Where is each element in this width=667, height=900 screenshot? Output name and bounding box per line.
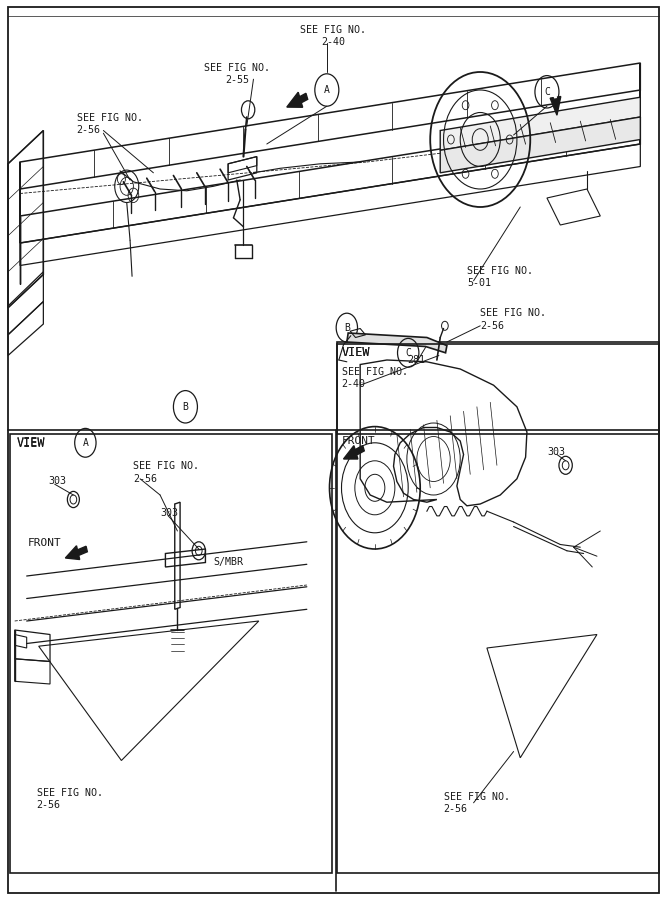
Text: SEE FIG NO.
2-40: SEE FIG NO. 2-40 <box>301 25 366 47</box>
FancyArrow shape <box>65 545 87 560</box>
Text: A: A <box>324 85 329 95</box>
Polygon shape <box>440 97 640 150</box>
Text: SEE FIG NO.
2-56: SEE FIG NO. 2-56 <box>480 309 546 330</box>
Text: FRONT: FRONT <box>28 537 62 548</box>
Polygon shape <box>440 117 640 173</box>
Text: SEE FIG NO.
2-55: SEE FIG NO. 2-55 <box>204 63 269 85</box>
Text: VIEW: VIEW <box>342 346 370 359</box>
Text: B: B <box>183 401 188 412</box>
Text: A: A <box>83 437 88 448</box>
Text: 303: 303 <box>48 476 66 487</box>
Text: 303: 303 <box>160 508 178 518</box>
Text: SEE FIG NO.
2-56: SEE FIG NO. 2-56 <box>37 788 103 810</box>
Polygon shape <box>347 333 447 353</box>
Text: S/MBR: S/MBR <box>213 557 243 568</box>
Text: B: B <box>344 322 350 333</box>
Text: 303: 303 <box>547 446 565 457</box>
FancyArrow shape <box>287 92 307 107</box>
Text: C: C <box>406 347 411 358</box>
FancyArrow shape <box>550 96 561 115</box>
Text: 281: 281 <box>407 355 425 365</box>
Text: FRONT: FRONT <box>342 436 376 446</box>
Text: SEE FIG NO.
2-56: SEE FIG NO. 2-56 <box>444 792 510 814</box>
Text: SEE FIG NO.
2-56: SEE FIG NO. 2-56 <box>133 462 199 483</box>
Text: VIEW: VIEW <box>17 436 45 449</box>
Text: SEE FIG NO.
2-56: SEE FIG NO. 2-56 <box>77 113 143 135</box>
FancyArrow shape <box>344 446 364 459</box>
Text: SEE FIG NO.
5-01: SEE FIG NO. 5-01 <box>467 266 533 288</box>
Text: C: C <box>544 86 550 97</box>
Text: VIEW: VIEW <box>17 437 45 450</box>
Text: SEE FIG NO.
2-40: SEE FIG NO. 2-40 <box>342 367 408 389</box>
Text: VIEW: VIEW <box>342 346 370 359</box>
